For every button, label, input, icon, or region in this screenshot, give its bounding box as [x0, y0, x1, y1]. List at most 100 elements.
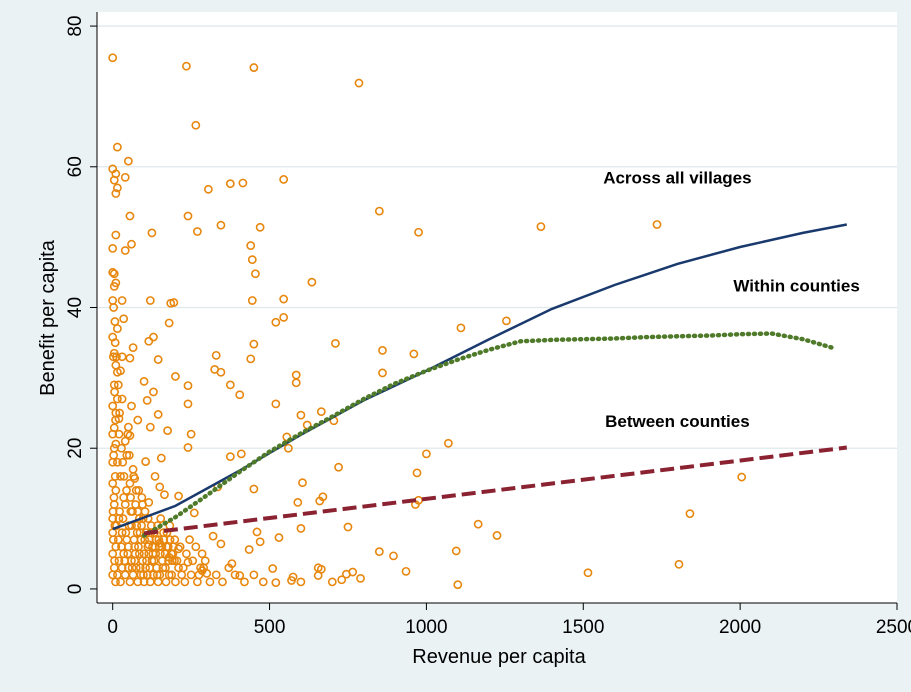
data-point [302, 420, 312, 430]
data-point [249, 484, 259, 494]
data-point [279, 175, 289, 184]
data-point [170, 556, 179, 566]
data-point [157, 556, 167, 566]
data-point [337, 575, 347, 585]
data-point [150, 471, 160, 481]
data-point [160, 549, 170, 559]
data-point [291, 378, 301, 388]
data-point [108, 535, 118, 545]
y-tick-label: 20 [65, 438, 86, 459]
data-point [118, 514, 128, 523]
data-point [161, 577, 171, 587]
data-point [185, 535, 194, 545]
data-point [456, 323, 466, 333]
data-point [186, 429, 196, 439]
data-point [137, 493, 147, 502]
data-point [109, 450, 119, 460]
data-point [473, 519, 483, 529]
data-point [108, 507, 118, 516]
data-point [203, 184, 213, 194]
data-point [117, 296, 127, 305]
data-point [110, 471, 120, 481]
data-point [139, 570, 148, 580]
data-point [271, 578, 281, 587]
data-point [225, 452, 235, 462]
data-point [334, 462, 343, 472]
data-point [146, 521, 156, 531]
data-point [216, 367, 226, 377]
data-point [296, 410, 306, 420]
data-point [129, 471, 139, 481]
data-point [116, 577, 125, 587]
data-point [194, 570, 204, 580]
data-point [168, 542, 178, 552]
data-point [296, 524, 306, 533]
data-point [114, 556, 124, 566]
data-point [123, 156, 133, 166]
data-point [348, 567, 358, 577]
data-point [183, 381, 193, 390]
data-point [120, 172, 130, 182]
data-point [451, 546, 461, 556]
data-point [409, 349, 419, 359]
data-point [164, 318, 174, 328]
data-point [412, 468, 422, 478]
data-point [124, 450, 134, 460]
data-point [111, 189, 121, 198]
data-point [113, 535, 123, 545]
data-point [167, 570, 177, 580]
data-point [246, 354, 256, 364]
data-point [249, 339, 259, 349]
data-point [356, 573, 365, 583]
data-point [111, 230, 121, 240]
data-point [135, 528, 145, 538]
data-point [160, 490, 169, 500]
data-point [125, 211, 135, 221]
y-axis-ticks: 0 20 40 60 80 [65, 16, 97, 595]
data-point [108, 267, 118, 277]
data-point [112, 457, 122, 467]
data-point [192, 227, 202, 236]
data-point [401, 566, 411, 576]
data-point [492, 531, 502, 540]
data-point [183, 399, 193, 409]
data-point [182, 61, 191, 71]
y-tick-label: 0 [65, 584, 86, 595]
data-point [240, 577, 249, 587]
within-counties-line [141, 331, 837, 538]
data-point [112, 142, 122, 152]
data-point [216, 220, 226, 230]
data-point [125, 478, 135, 488]
data-point [211, 570, 221, 580]
data-point [117, 394, 127, 404]
data-point [315, 496, 325, 506]
data-point [109, 269, 119, 279]
data-point [182, 549, 191, 559]
data-point [583, 568, 593, 578]
data-point [117, 542, 126, 552]
data-point [113, 380, 123, 390]
data-point [189, 508, 199, 518]
data-point [251, 269, 260, 279]
data-point [737, 472, 747, 482]
data-point [131, 563, 141, 573]
data-point [111, 415, 120, 425]
data-point [108, 243, 118, 253]
data-point [378, 368, 387, 378]
x-tick-label: 500 [254, 617, 286, 638]
data-point [121, 528, 131, 538]
data-point [125, 353, 135, 363]
between-counties-line [143, 445, 848, 536]
data-point [134, 542, 143, 552]
data-point [119, 314, 129, 324]
data-point [111, 577, 120, 587]
data-point [191, 542, 201, 552]
data-point [149, 332, 158, 342]
data-point [122, 486, 131, 495]
data-point [145, 563, 155, 573]
data-point [255, 222, 265, 232]
data-point [132, 521, 142, 531]
data-point [145, 422, 155, 432]
data-point [183, 443, 193, 452]
